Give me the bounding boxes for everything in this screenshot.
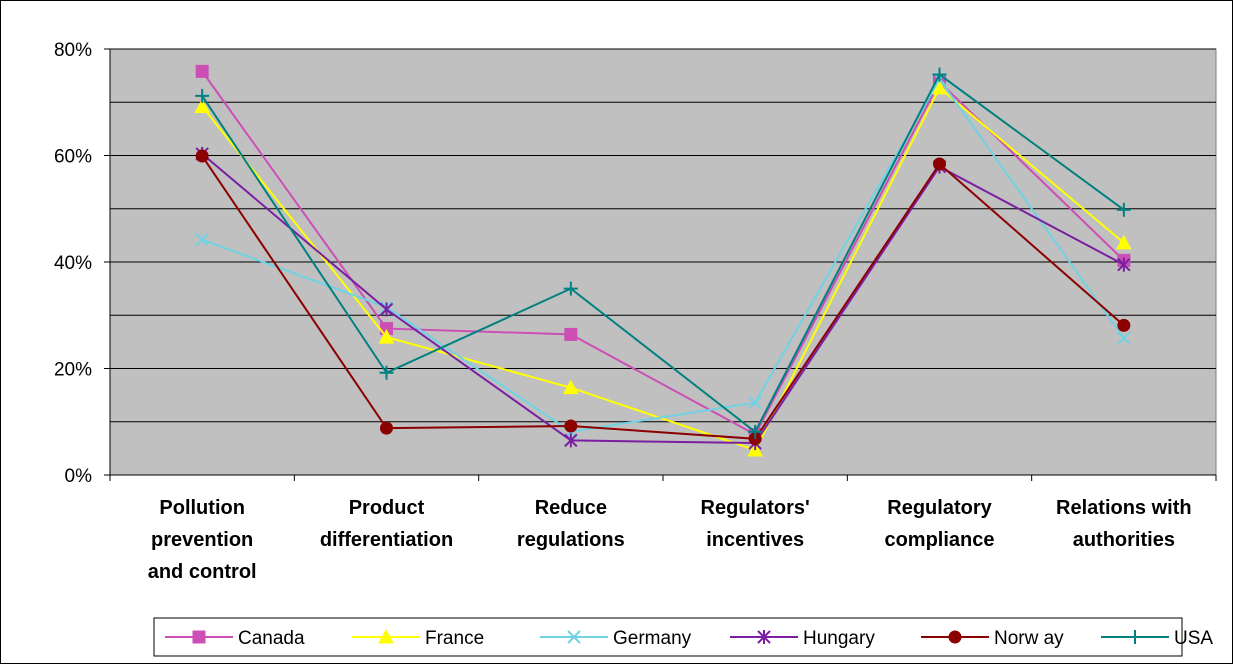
- data-point-canada: [195, 64, 209, 78]
- y-tick-label: 60%: [54, 147, 92, 168]
- data-point-hungary: [1117, 257, 1131, 272]
- data-point-norw-ay: [1117, 318, 1131, 332]
- data-point-france: [562, 379, 579, 395]
- data-point-germany: [195, 232, 209, 247]
- series-line-hungary: [201, 153, 1125, 445]
- x-tick-label: Regulators' incentives: [701, 497, 810, 551]
- legend-label: Norw ay: [994, 628, 1064, 649]
- series-line-germany: [201, 77, 1125, 433]
- legend-marker: [567, 630, 581, 644]
- legend-marker: [757, 630, 771, 644]
- data-point-usa: [195, 88, 210, 103]
- x-tick-label: Pollution prevention and control: [148, 497, 257, 583]
- series-line-canada: [201, 70, 1125, 436]
- data-point-usa: [748, 424, 763, 439]
- legend-marker: [948, 630, 962, 644]
- data-point-germany: [1117, 331, 1131, 345]
- data-point-hungary: [379, 302, 394, 317]
- legend-label: USA: [1174, 628, 1213, 649]
- data-point-canada: [564, 327, 578, 341]
- series-line-norw-ay: [201, 155, 1125, 440]
- data-point-norw-ay: [564, 419, 578, 433]
- legend-marker: [192, 630, 206, 644]
- legend-marker: [1128, 630, 1142, 644]
- data-point-norw-ay: [195, 149, 209, 163]
- data-point-france: [1115, 234, 1132, 250]
- data-point-usa: [932, 67, 947, 82]
- y-tick-label: 80%: [54, 40, 92, 61]
- data-point-norw-ay: [933, 157, 946, 171]
- y-tick-label: 0%: [65, 466, 93, 487]
- data-point-usa: [1116, 202, 1131, 217]
- y-tick-label: 20%: [54, 360, 92, 381]
- data-point-usa: [379, 365, 394, 380]
- legend-marker: [378, 628, 394, 644]
- x-tick-label: Relations with authorities: [1056, 497, 1192, 551]
- data-point-norw-ay: [380, 421, 393, 435]
- x-tick-label: Product differentiation: [320, 497, 453, 551]
- data-point-hungary: [564, 433, 578, 448]
- x-tick-label: Regulatory compliance: [884, 497, 994, 551]
- data-point-usa: [563, 281, 578, 296]
- data-point-france: [194, 98, 211, 114]
- data-point-germany: [748, 395, 762, 410]
- legend-label: France: [425, 628, 484, 649]
- data-point-france: [378, 329, 395, 344]
- y-tick-label: 40%: [54, 253, 92, 274]
- legend-box: [153, 617, 1183, 657]
- legend-label: Hungary: [803, 628, 875, 649]
- legend-label: Canada: [238, 628, 305, 649]
- series-line-usa: [201, 73, 1125, 434]
- x-tick-label: Reduce regulations: [517, 497, 625, 551]
- series-line-france: [201, 86, 1125, 452]
- legend-label: Germany: [613, 628, 692, 649]
